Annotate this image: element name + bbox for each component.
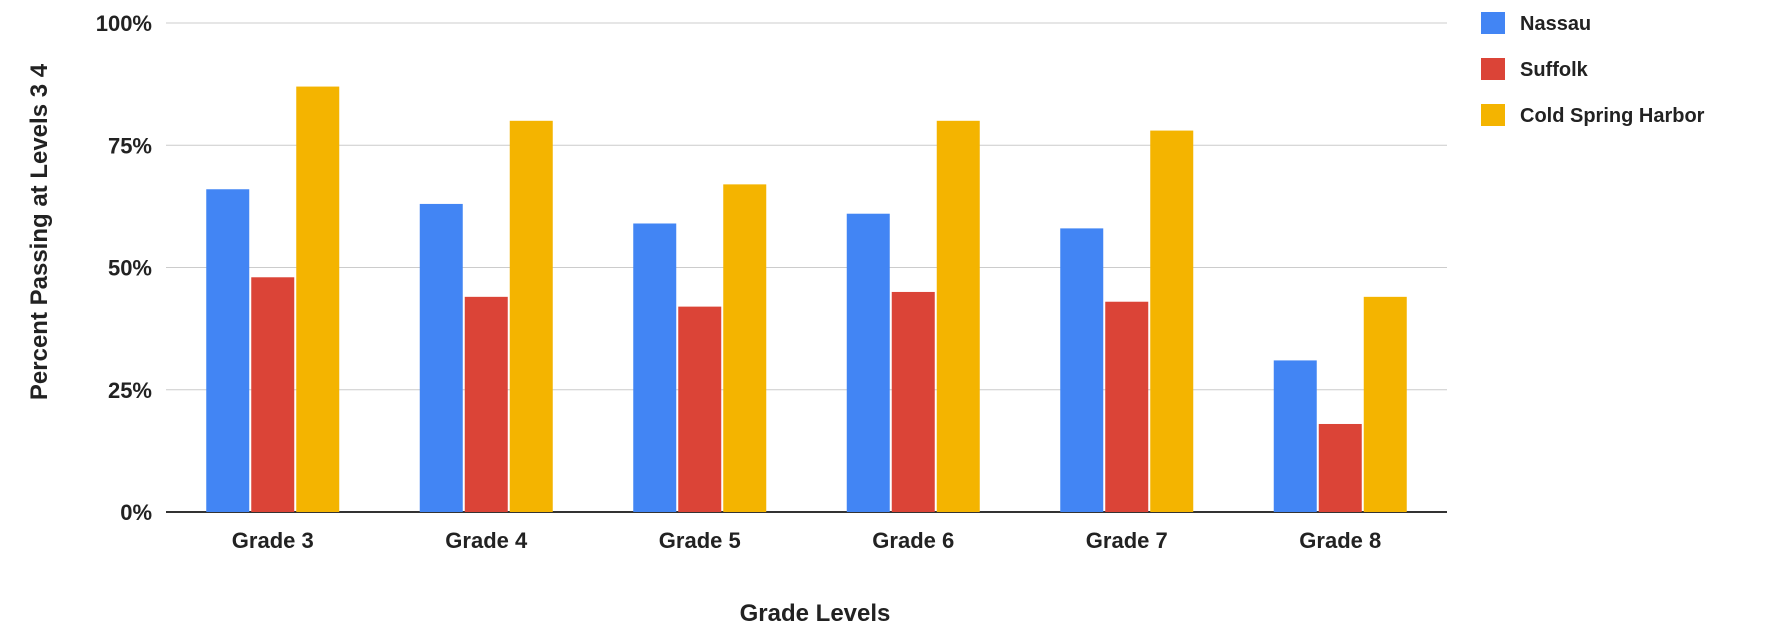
x-tick-label: Grade 3 xyxy=(232,528,314,553)
legend-label: Cold Spring Harbor xyxy=(1520,105,1705,127)
bar-suffolk-grade-8 xyxy=(1318,423,1362,512)
legend-label: Suffolk xyxy=(1520,59,1589,81)
bars xyxy=(206,86,1407,513)
y-tick-label: 0% xyxy=(120,500,152,525)
bar-cold-spring-harbor-grade-7 xyxy=(1150,130,1194,512)
x-tick-label: Grade 4 xyxy=(445,528,528,553)
bar-nassau-grade-5 xyxy=(633,223,677,513)
bar-nassau-grade-7 xyxy=(1060,228,1104,512)
x-axis-title: Grade Levels xyxy=(740,600,891,627)
bar-nassau-grade-6 xyxy=(846,213,890,512)
bar-cold-spring-harbor-grade-5 xyxy=(723,184,767,512)
y-tick-label: 75% xyxy=(108,133,152,158)
bar-suffolk-grade-6 xyxy=(891,291,935,512)
bar-nassau-grade-8 xyxy=(1273,360,1317,512)
legend: Nassau Suffolk Cold Spring Harbor xyxy=(1481,12,1705,127)
bar-nassau-grade-4 xyxy=(419,203,463,512)
x-tick-label: Grade 7 xyxy=(1086,528,1168,553)
y-tick-labels: 0% 25% 50% 75% 100% xyxy=(96,11,152,525)
bar-cold-spring-harbor-grade-6 xyxy=(936,120,980,513)
bar-nassau-grade-3 xyxy=(206,189,250,512)
bar-suffolk-grade-3 xyxy=(251,277,295,512)
legend-swatch-suffolk xyxy=(1481,58,1505,80)
y-axis-title: Percent Passing at Levels 3 4 xyxy=(26,63,53,400)
y-tick-label: 25% xyxy=(108,378,152,403)
x-tick-labels: Grade 3 Grade 4 Grade 5 Grade 6 Grade 7 Grade… xyxy=(232,528,1381,553)
x-tick-label: Grade 5 xyxy=(659,528,741,553)
x-tick-label: Grade 6 xyxy=(872,528,954,553)
bar-cold-spring-harbor-grade-4 xyxy=(509,120,553,513)
legend-swatch-cold-spring-harbor xyxy=(1481,104,1505,126)
y-tick-label: 100% xyxy=(96,11,152,36)
y-tick-label: 50% xyxy=(108,256,152,281)
legend-label: Nassau xyxy=(1520,13,1591,35)
bar-suffolk-grade-7 xyxy=(1105,301,1149,512)
bar-cold-spring-harbor-grade-8 xyxy=(1363,296,1407,512)
bar-cold-spring-harbor-grade-3 xyxy=(296,86,340,512)
bar-suffolk-grade-5 xyxy=(678,306,722,512)
grid-lines xyxy=(166,22,1447,513)
bar-suffolk-grade-4 xyxy=(464,296,508,512)
x-tick-label: Grade 8 xyxy=(1299,528,1381,553)
legend-swatch-nassau xyxy=(1481,12,1505,34)
